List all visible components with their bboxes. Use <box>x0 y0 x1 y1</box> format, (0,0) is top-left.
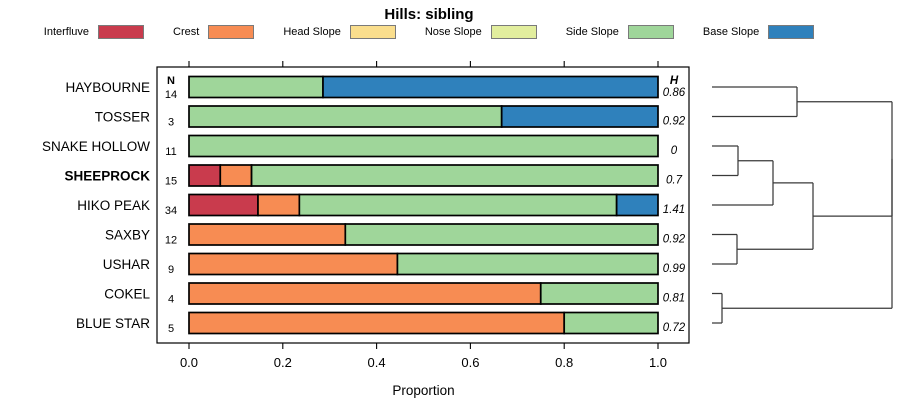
x-axis-title: Proportion <box>392 383 454 398</box>
legend: Interfluve Crest Head Slope Nose Slope Side … <box>0 25 858 39</box>
bar-segment <box>257 193 301 217</box>
x-tick-label: 0.8 <box>555 355 573 370</box>
legend-swatch <box>208 25 255 39</box>
row-label: SNAKE HOLLOW <box>42 139 150 154</box>
bar-segment <box>615 193 659 217</box>
x-tick-label: 0.4 <box>368 355 386 370</box>
h-value: 1.41 <box>663 204 685 216</box>
row-label: SHEEPROCK <box>64 169 150 184</box>
bar-segment <box>250 164 659 187</box>
bar-segment <box>188 134 659 158</box>
legend-swatch <box>349 25 396 39</box>
h-value: 0 <box>671 145 678 157</box>
bar-segment <box>188 311 566 335</box>
bar-segment <box>188 223 347 246</box>
row-label: HIKO PEAK <box>77 198 150 213</box>
h-value: 0.92 <box>663 234 686 246</box>
bar-segment <box>500 105 659 128</box>
n-value: 4 <box>168 294 174 306</box>
legend-swatch <box>627 25 674 39</box>
legend-item-interfluve: Interfluve <box>43 25 145 39</box>
row-label: TOSSER <box>95 110 151 125</box>
legend-item-head-slope: Head Slope <box>283 25 396 39</box>
legend-swatch <box>98 25 145 39</box>
legend-item-crest: Crest <box>173 25 255 39</box>
h-value: 0.86 <box>663 87 686 99</box>
legend-label: Base Slope <box>702 26 760 38</box>
bar-segment <box>188 282 542 305</box>
bar-segment <box>539 282 659 305</box>
bar-segment <box>188 193 259 217</box>
n-value: 9 <box>168 264 174 276</box>
h-value: 0.72 <box>663 322 686 334</box>
n-value: 11 <box>165 146 176 158</box>
chart-title: Hills: sibling <box>384 6 474 23</box>
h-value: 0.7 <box>666 175 683 187</box>
legend-label: Nose Slope <box>424 26 482 38</box>
bar-segment <box>396 252 659 276</box>
x-tick-label: 0.2 <box>274 355 292 370</box>
row-label: HAYBOURNE <box>65 80 150 95</box>
legend-label: Interfluve <box>43 26 90 38</box>
legend-swatch <box>490 25 537 39</box>
h-column-header: H <box>670 75 679 87</box>
legend-item-nose-slope: Nose Slope <box>425 25 537 39</box>
x-tick-label: 0.0 <box>180 355 198 370</box>
n-value: 5 <box>168 323 174 335</box>
n-value: 34 <box>165 205 177 217</box>
bar-segment <box>563 311 659 335</box>
row-label: USHAR <box>103 257 151 272</box>
h-value: 0.92 <box>663 116 686 128</box>
row-label: COKEL <box>104 287 150 302</box>
plot-frame <box>156 66 690 344</box>
legend-label: Head Slope <box>283 26 341 38</box>
x-tick-label: 1.0 <box>649 355 667 370</box>
bar-segment <box>298 193 618 217</box>
n-value: 14 <box>165 89 177 101</box>
bar-segment <box>322 75 659 99</box>
bar-segment <box>188 164 222 187</box>
n-value: 3 <box>168 117 174 129</box>
bar-segment <box>188 105 503 128</box>
legend-label: Side Slope <box>565 26 619 38</box>
n-value: 15 <box>165 176 177 188</box>
h-value: 0.99 <box>663 263 686 275</box>
legend-item-base-slope: Base Slope <box>702 25 815 39</box>
bar-segment <box>219 164 253 187</box>
n-value: 12 <box>165 235 177 247</box>
row-label: SAXBY <box>105 228 150 243</box>
x-tick-label: 0.6 <box>461 355 479 370</box>
bar-segment <box>188 75 324 99</box>
n-column-header: N <box>167 75 175 87</box>
legend-item-side-slope: Side Slope <box>566 25 674 39</box>
bar-segment <box>344 223 659 246</box>
legend-swatch <box>768 25 815 39</box>
h-value: 0.81 <box>663 293 685 305</box>
row-label: BLUE STAR <box>76 316 150 331</box>
legend-label: Crest <box>173 26 200 38</box>
bar-segment <box>188 252 399 276</box>
